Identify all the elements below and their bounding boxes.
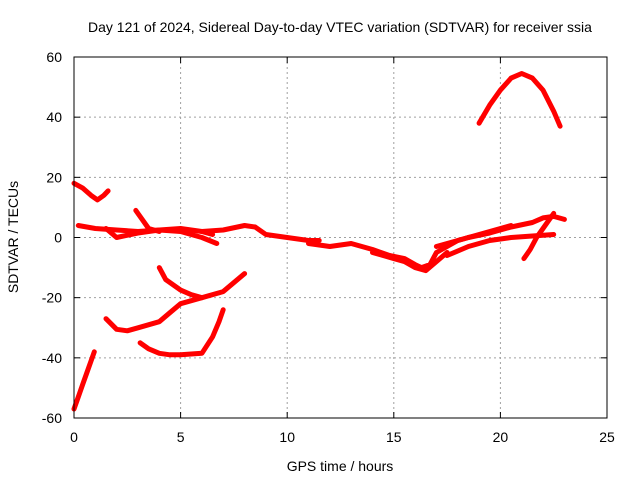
series-arc-9 — [199, 223, 322, 243]
series-arc-8 — [156, 265, 205, 301]
y-tick-label: 40 — [46, 109, 62, 125]
x-axis-label: GPS time / hours — [287, 458, 394, 474]
series-arc-6 — [133, 207, 162, 234]
series-arc-2 — [71, 180, 111, 203]
x-tick-label: 25 — [599, 429, 615, 445]
y-tick-label: -40 — [42, 350, 62, 366]
series-arc-11 — [370, 250, 450, 274]
x-tick-label: 5 — [177, 429, 185, 445]
y-axis-label: SDTVAR / TECUs — [5, 181, 21, 293]
y-tick-label: -60 — [42, 410, 62, 426]
series-arc-10 — [306, 235, 471, 271]
chart-title: Day 121 of 2024, Sidereal Day-to-day VTE… — [88, 19, 592, 35]
x-tick-label: 15 — [386, 429, 402, 445]
series-arc-5 — [103, 271, 248, 334]
x-tick-label: 10 — [279, 429, 295, 445]
series-arc-7 — [137, 307, 226, 358]
y-tick-label: -20 — [42, 290, 62, 306]
y-tick-label: 0 — [54, 230, 62, 246]
grid-layer — [74, 57, 607, 418]
x-tick-label: 0 — [70, 429, 78, 445]
plot-frame — [73, 56, 608, 419]
y-tick-label: 20 — [46, 169, 62, 185]
series-arc-15 — [476, 71, 563, 129]
y-tick-label: 60 — [46, 49, 62, 65]
x-tick-label: 20 — [493, 429, 509, 445]
series-arc-1 — [71, 349, 97, 412]
series-layer — [71, 71, 567, 412]
series-arc-16 — [521, 210, 557, 262]
